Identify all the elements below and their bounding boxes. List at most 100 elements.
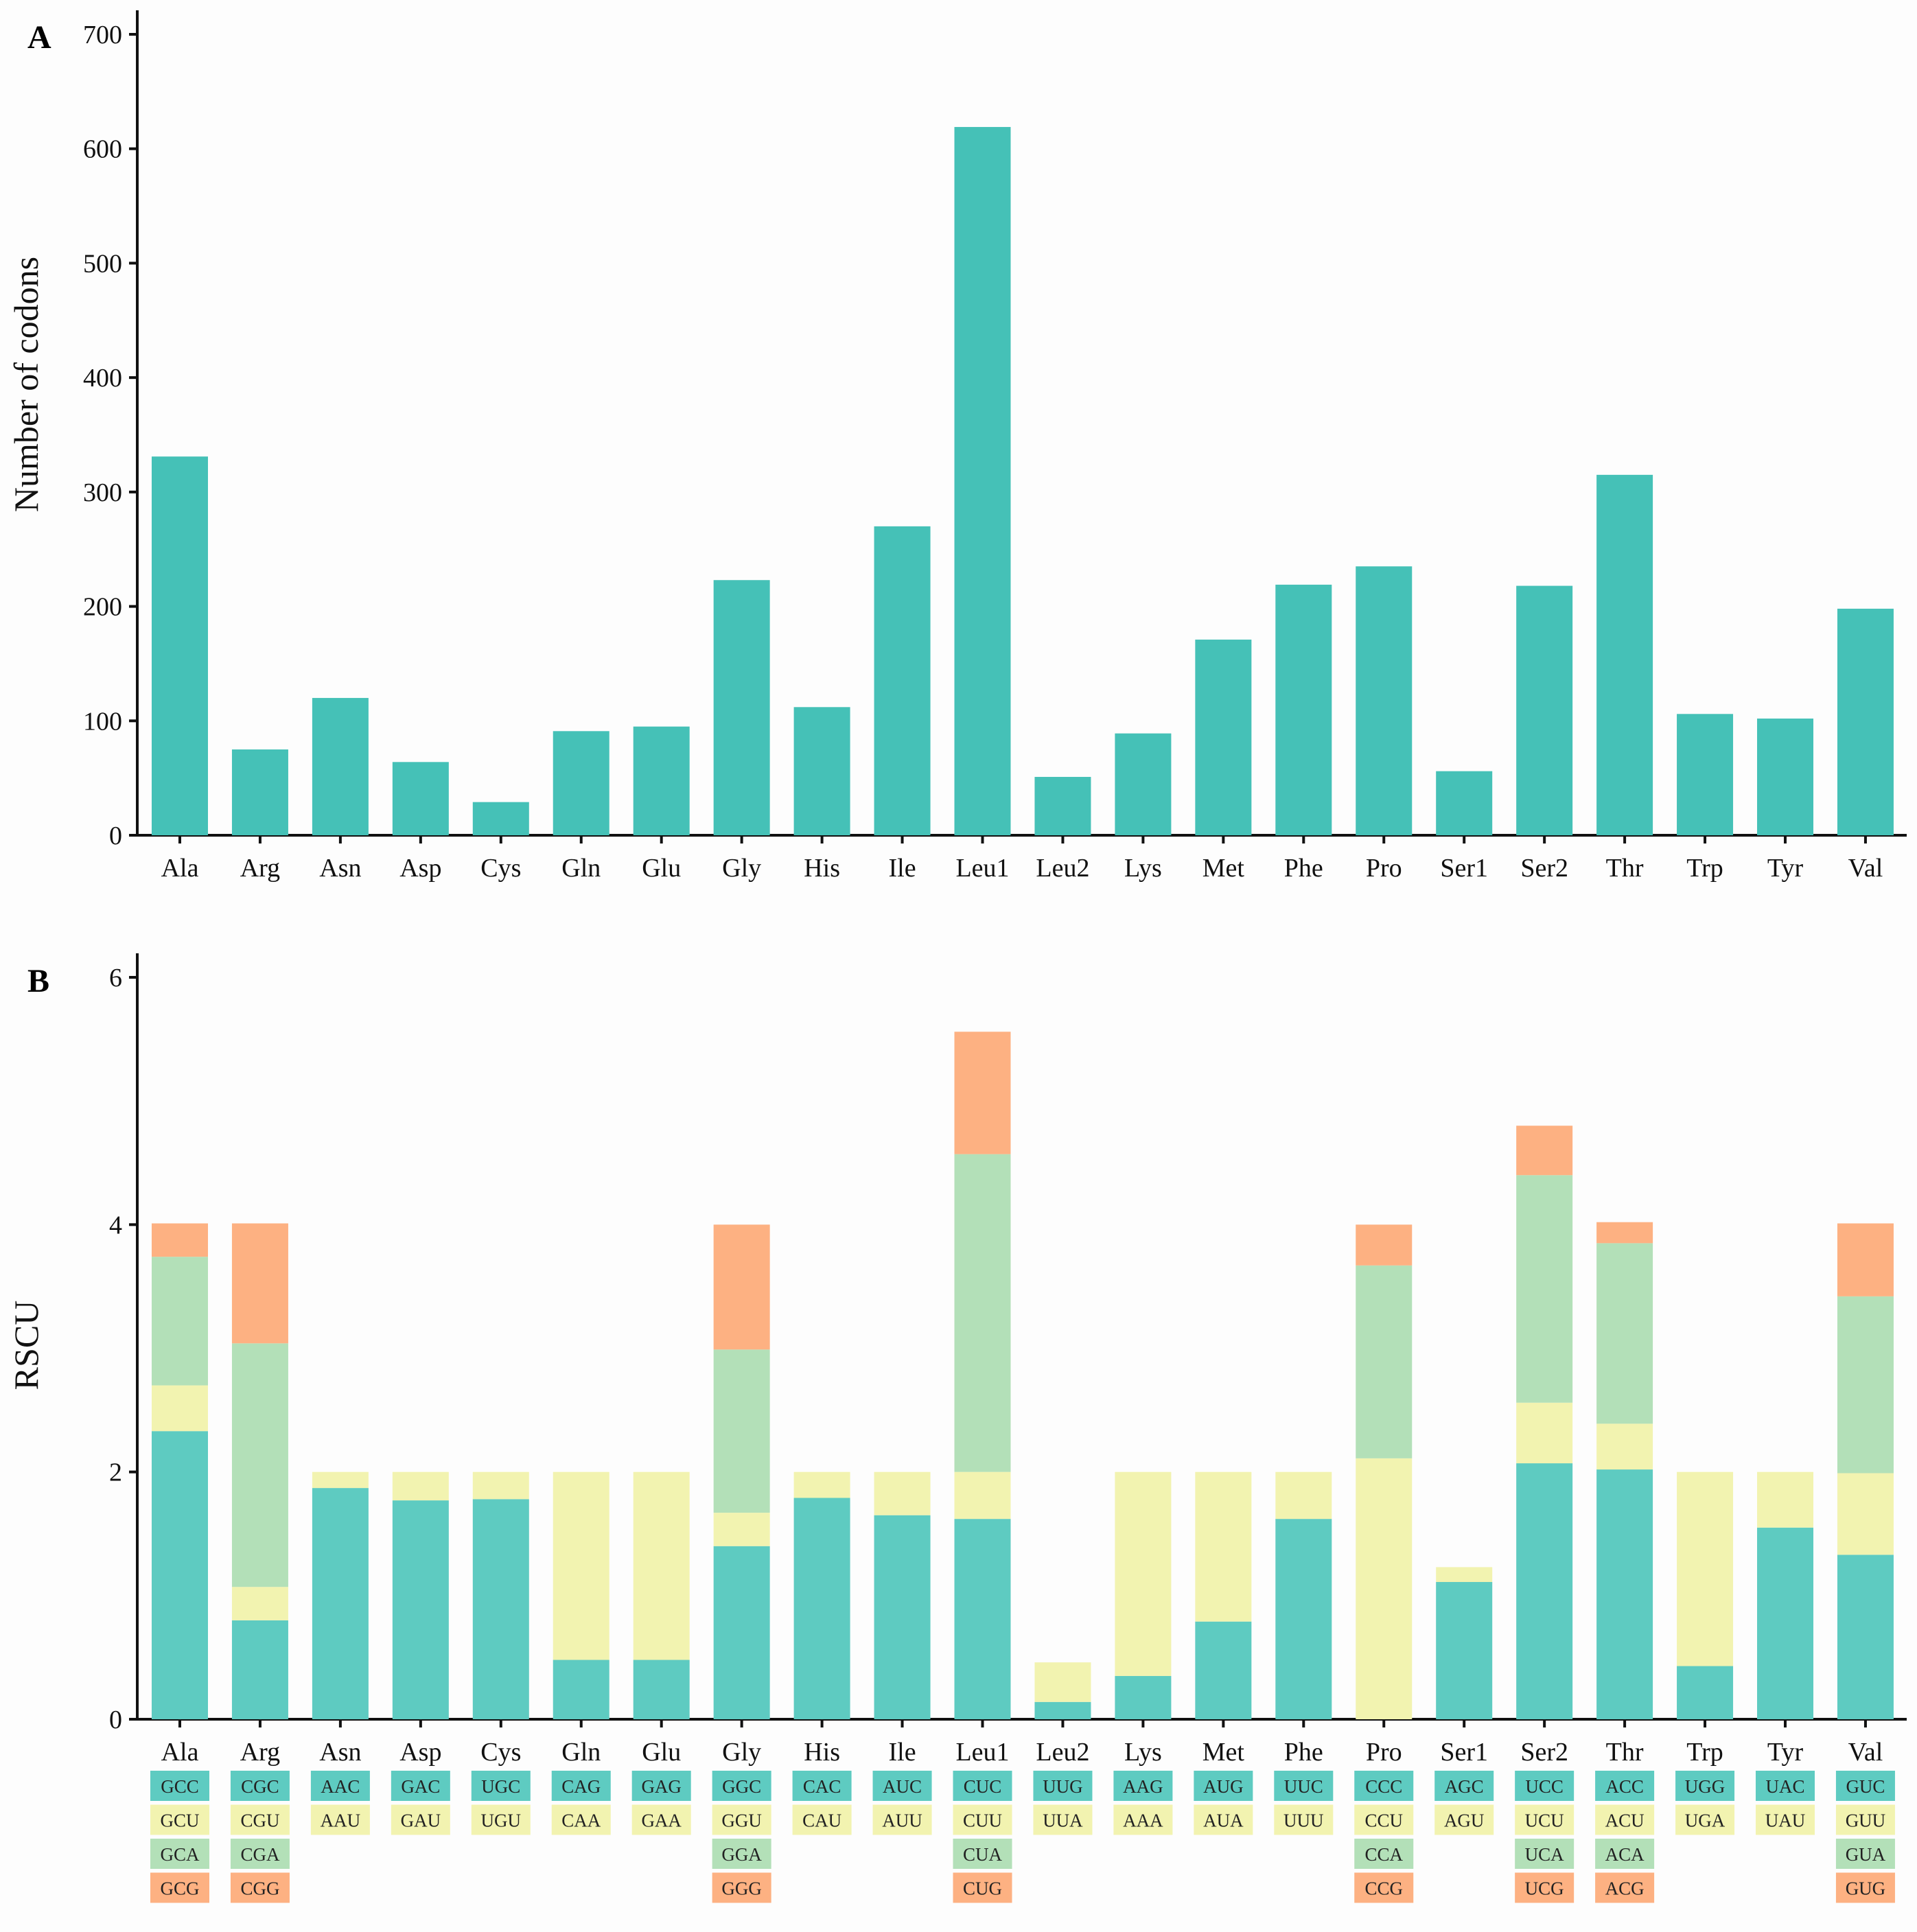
panel-b-segment-cag — [553, 1660, 609, 1719]
codon-box-ggg — [712, 1872, 771, 1903]
panel-b-segment-gac — [392, 1500, 449, 1719]
codon-label-gug: GUG — [1846, 1878, 1886, 1899]
panel-a-y-tick-label: 400 — [83, 364, 122, 393]
panel-b-x-tick-label: Phe — [1284, 1738, 1323, 1767]
codon-box-ugc — [471, 1771, 531, 1801]
panel-b-segment-ggc — [713, 1546, 770, 1719]
codon-box-cac — [792, 1771, 852, 1801]
panel-a-x-tick-label: Arg — [240, 854, 280, 883]
panel-b-x-tick-label: Arg — [240, 1738, 280, 1767]
codon-label-cga: CGA — [240, 1844, 280, 1865]
panel-a-bar-pro — [1356, 566, 1413, 835]
panel-b-segment-gug — [1837, 1223, 1894, 1296]
codon-box-cgg — [230, 1872, 290, 1903]
codon-label-guc: GUC — [1846, 1776, 1885, 1797]
panel-b-segment-gca — [152, 1257, 208, 1386]
panel-b-segment-uca — [1516, 1175, 1573, 1403]
codon-box-gcg — [150, 1872, 209, 1903]
codon-box-ccc — [1354, 1771, 1414, 1801]
panel-a-y-tick-label: 100 — [83, 707, 122, 736]
codon-label-cgg: CGG — [240, 1878, 279, 1899]
panel-a-bar-ile — [874, 526, 931, 835]
codon-label-uug: UUG — [1043, 1776, 1083, 1797]
panel-a-x-tick-label: Leu1 — [955, 854, 1009, 883]
panel-b-segment-acc — [1596, 1469, 1653, 1719]
panel-b-segment-aua — [1195, 1471, 1252, 1622]
codon-label-ggc: GGC — [722, 1776, 761, 1797]
panel-b-segment-gcu — [152, 1385, 208, 1432]
codon-box-ucg — [1515, 1872, 1575, 1903]
panel-b-segment-caa — [553, 1471, 609, 1660]
codon-label-gcc: GCC — [161, 1776, 199, 1797]
panel-a-x-tick-label: Gln — [561, 854, 601, 883]
panel-a-bar-his — [793, 707, 850, 835]
codon-label-ggu: GGU — [721, 1811, 762, 1831]
panel-b-segment-ugg — [1677, 1666, 1734, 1719]
codon-label-aca: ACA — [1605, 1844, 1645, 1865]
codon-label-uau: UAU — [1765, 1811, 1806, 1831]
panel-b-segment-uug — [1034, 1701, 1091, 1719]
panel-b-x-tick-label: Trp — [1686, 1738, 1723, 1767]
panel-a-bar-val — [1837, 608, 1894, 835]
panel-a-x-tick-label: Tyr — [1767, 854, 1804, 883]
codon-label-ucg: UCG — [1525, 1878, 1564, 1899]
panel-a-bar-tyr — [1757, 718, 1813, 835]
codon-box-aau — [310, 1804, 370, 1835]
panel-label-a: A — [27, 19, 51, 56]
panel-a-y-tick-label: 0 — [109, 822, 122, 850]
codon-label-uuu: UUU — [1283, 1811, 1324, 1831]
panel-b-segment-auc — [874, 1515, 931, 1719]
panel-b-x-tick-label: Leu1 — [955, 1738, 1009, 1767]
panel-b-segment-agu — [1436, 1567, 1493, 1583]
codon-box-gug — [1835, 1872, 1895, 1903]
panel-b-segment-cau — [793, 1471, 850, 1498]
codon-box-uuc — [1274, 1771, 1334, 1801]
panel-a-x-tick-label: Ala — [161, 854, 199, 883]
panel-b-x-tick-label: Tyr — [1767, 1738, 1804, 1767]
panel-b-segment-aaa — [1115, 1471, 1172, 1676]
panel-b-segment-aac — [312, 1488, 369, 1719]
codon-box-aug — [1194, 1771, 1253, 1801]
codon-label-gca: GCA — [160, 1844, 200, 1865]
codon-box-ugu — [471, 1804, 531, 1835]
codon-box-cca — [1354, 1839, 1414, 1869]
panel-a-bar-ser1 — [1436, 771, 1493, 835]
panel-a-x-tick-label: Thr — [1606, 854, 1644, 883]
codon-box-cug — [953, 1872, 1012, 1903]
panel-b-x-tick-label: Thr — [1606, 1738, 1644, 1767]
panel-b-segment-gcc — [152, 1431, 208, 1719]
codon-label-gau: GAU — [401, 1811, 441, 1831]
panel-b-y-tick-label: 4 — [109, 1211, 122, 1239]
codon-box-uug — [1033, 1771, 1093, 1801]
panel-b-x-tick-label: Ser1 — [1440, 1738, 1488, 1767]
panel-a-bar-met — [1195, 639, 1252, 835]
codon-label-cca: CCA — [1364, 1844, 1403, 1865]
panel-b-x-tick-label: Asp — [399, 1738, 441, 1767]
codon-box-cgu — [230, 1804, 290, 1835]
codon-box-gca — [150, 1839, 209, 1869]
panel-b-x-tick-label: Gln — [561, 1738, 601, 1767]
panel-a-bar-trp — [1677, 714, 1734, 835]
panel-b-segment-uau — [1757, 1471, 1813, 1528]
panel-a-x-tick-label: Met — [1203, 854, 1245, 883]
panel-b-x-tick-label: Ser2 — [1520, 1738, 1568, 1767]
panel-b-segment-aca — [1596, 1243, 1653, 1424]
panel-b-segment-gag — [633, 1660, 690, 1719]
codon-label-aua: AUA — [1203, 1811, 1244, 1831]
codon-label-cua: CUA — [963, 1844, 1003, 1865]
panel-b-segment-cgg — [231, 1223, 288, 1344]
codon-label-ccu: CCU — [1364, 1811, 1403, 1831]
panel-a-x-tick-label: Lys — [1124, 854, 1162, 883]
panel-a-x-tick-label: Ser2 — [1520, 854, 1568, 883]
codon-box-ccu — [1354, 1804, 1414, 1835]
panel-b-segment-uga — [1677, 1471, 1734, 1666]
panel-b-segment-uuc — [1275, 1519, 1332, 1719]
codon-label-auu: AUU — [882, 1811, 922, 1831]
codon-label-cgc: CGC — [241, 1776, 279, 1797]
codon-box-cgc — [230, 1771, 290, 1801]
panel-a-y-tick-label: 300 — [83, 478, 122, 507]
panel-b-segment-guc — [1837, 1555, 1894, 1719]
codon-box-agu — [1434, 1804, 1494, 1835]
codon-box-auc — [872, 1771, 932, 1801]
